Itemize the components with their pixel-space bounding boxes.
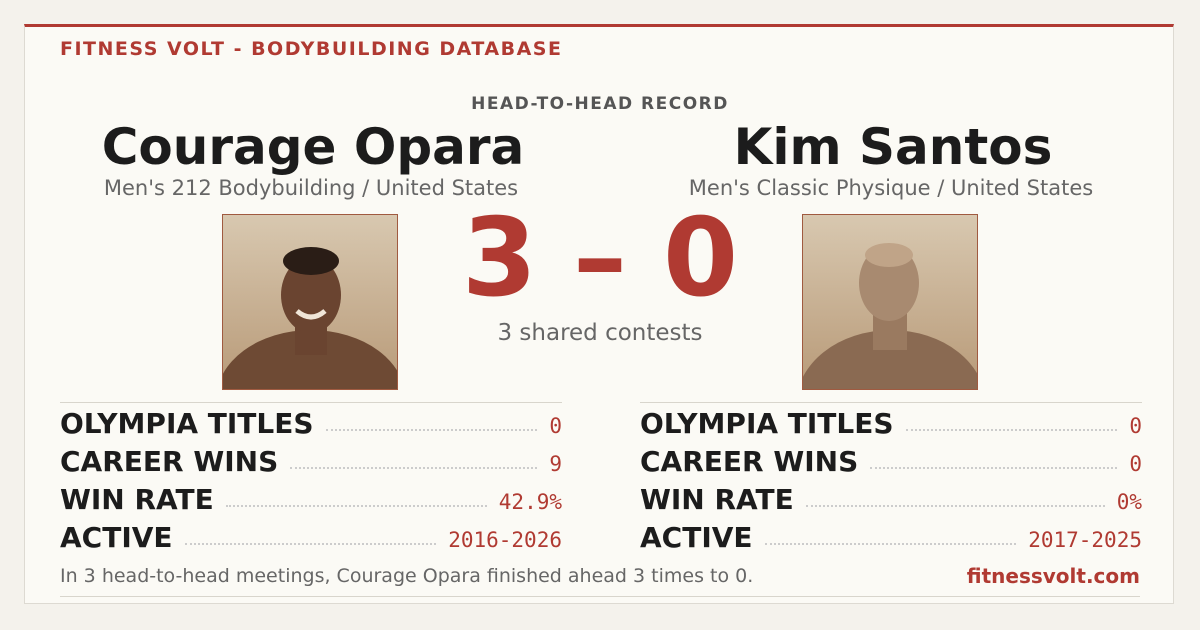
stats-left: OLYMPIA TITLES 0 CAREER WINS 9 WIN RATE 42.9%… [60,402,562,555]
athlete-photo [802,214,978,390]
stat-value: 0 [1129,414,1142,438]
stat-label: CAREER WINS [60,445,279,478]
photo-art [223,247,397,389]
brand-title: FITNESS VOLT - BODYBUILDING DATABASE [60,38,563,60]
stat-label: WIN RATE [640,483,794,516]
athlete-name: Courage Opara [101,118,525,176]
athlete-division: Men's 212 Bodybuilding / United States [103,176,519,200]
score: 3–0 [0,196,1200,321]
section-label: HEAD-TO-HEAD RECORD [471,94,729,114]
stat-label: CAREER WINS [640,445,859,478]
summary: In 3 head-to-head meetings, Courage Opar… [60,565,754,587]
dot-leader [325,429,538,431]
stat-label: ACTIVE [640,521,753,554]
dot-leader [225,505,487,507]
stat-row: WIN RATE 42.9% [60,479,562,517]
score-separator: – [573,196,627,321]
stat-label: WIN RATE [60,483,214,516]
stat-value: 2017-2025 [1028,528,1142,552]
stat-value: 42.9% [498,490,562,514]
card [24,24,1174,604]
stat-row: OLYMPIA TITLES 0 [640,403,1142,441]
footer: In 3 head-to-head meetings, Courage Opar… [60,556,1140,597]
stat-row: WIN RATE 0% [640,479,1142,517]
dot-leader [870,467,1118,469]
stat-value: 0 [1129,452,1142,476]
athlete-name: Kim Santos [733,118,1053,176]
site-link[interactable]: fitnessvolt.com [966,564,1140,588]
stat-row: ACTIVE 2016-2026 [60,517,562,555]
photo-art [803,243,977,389]
stat-row: CAREER WINS 9 [60,441,562,479]
athlete-photo [222,214,398,390]
stat-value: 9 [549,452,562,476]
dot-leader [905,429,1118,431]
stats-right: OLYMPIA TITLES 0 CAREER WINS 0 WIN RATE 0% ACT… [640,402,1142,555]
score-note: 3 shared contests [497,320,703,346]
stat-value: 0 [549,414,562,438]
dot-leader [805,505,1105,507]
score-right: 0 [663,196,739,321]
score-left: 3 [461,196,537,321]
stat-label: ACTIVE [60,521,173,554]
stat-label: OLYMPIA TITLES [60,407,314,440]
dot-leader [184,543,437,545]
athlete-division: Men's Classic Physique / United States [688,176,1094,200]
stat-row: ACTIVE 2017-2025 [640,517,1142,555]
stat-row: OLYMPIA TITLES 0 [60,403,562,441]
dot-leader [764,543,1017,545]
stat-label: OLYMPIA TITLES [640,407,894,440]
stat-value: 2016-2026 [448,528,562,552]
stat-value: 0% [1116,490,1142,514]
stat-row: CAREER WINS 0 [640,441,1142,479]
dot-leader [290,467,538,469]
